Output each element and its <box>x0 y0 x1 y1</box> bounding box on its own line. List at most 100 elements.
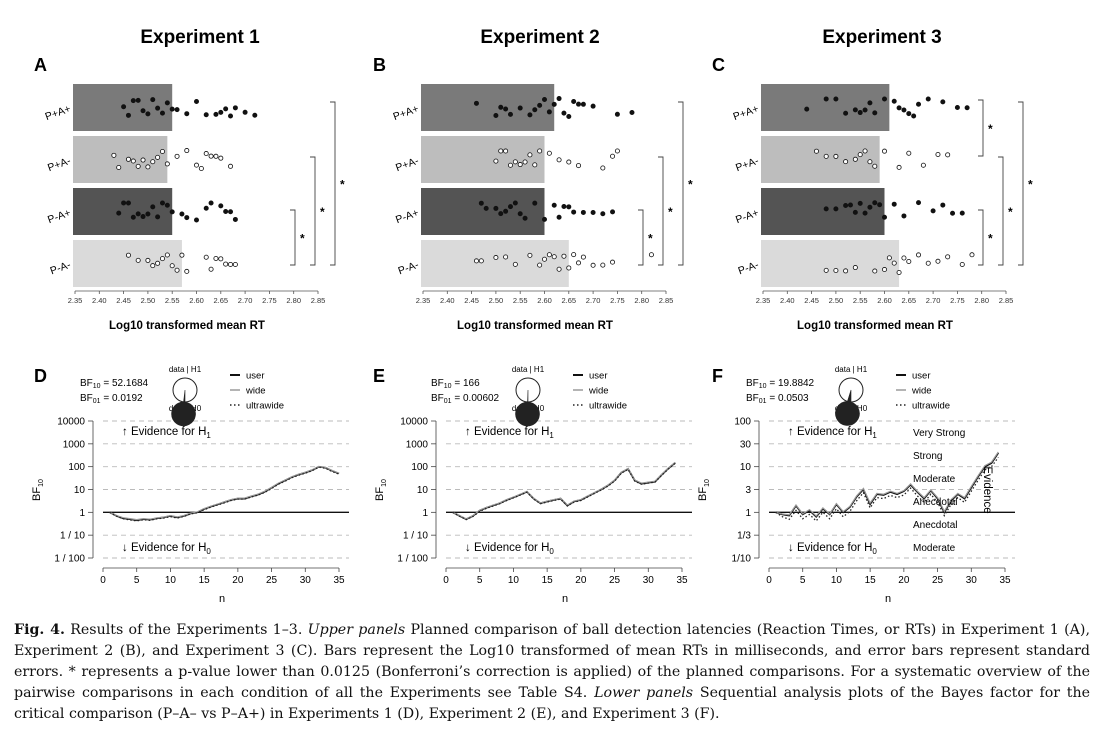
x-tick-label-d: 10 <box>165 575 177 586</box>
x-tick-label-d: 30 <box>300 575 312 586</box>
data-point-a <box>150 204 156 210</box>
x-tick-label-c: 2.85 <box>999 296 1014 305</box>
evidence-category-label-f: Moderate <box>913 474 956 485</box>
x-tick-label-f: 0 <box>766 575 772 586</box>
figure: Experiment 1 Experiment 2 Experiment 3 A… <box>31 27 1033 605</box>
data-point-a <box>208 200 214 206</box>
data-point-b <box>566 204 572 210</box>
data-point-a <box>228 163 234 169</box>
data-point-b <box>566 113 572 119</box>
data-point-a <box>159 200 165 206</box>
data-point-a <box>155 214 161 220</box>
data-point-b <box>580 254 586 260</box>
bar-chart-b: P+A+ P+A- P-A+ P-A- 2.35 2.40 2.45 2.50 2.55 2.60… <box>392 84 693 332</box>
x-tick-label-c: 2.80 <box>974 296 989 305</box>
data-point-a <box>232 261 238 267</box>
data-point-c <box>804 106 810 112</box>
data-point-b <box>551 202 557 208</box>
data-point-b <box>532 162 538 168</box>
data-point-c <box>877 202 883 208</box>
data-point-b <box>493 158 499 164</box>
data-point-a <box>150 97 156 103</box>
bf10-label-e: BF10 = 166 <box>431 378 480 390</box>
data-point-c <box>935 151 941 157</box>
data-point-b <box>556 214 562 220</box>
significance-star-c: * <box>1008 205 1013 219</box>
data-point-c <box>833 153 839 159</box>
data-point-a <box>203 254 209 260</box>
panel-letter-d: D <box>34 366 47 386</box>
series-line-user-e <box>452 461 676 521</box>
data-point-a <box>218 203 224 209</box>
data-point-b <box>512 261 518 267</box>
data-point-c <box>882 148 888 154</box>
caption-sentence-1: Results of the Experiments 1–3. <box>70 622 303 638</box>
series-line-ultrawide-d <box>109 466 340 522</box>
significance-star-a: * <box>300 232 305 246</box>
data-point-a <box>228 113 234 119</box>
x-tick-label-c: 2.60 <box>877 296 892 305</box>
data-point-c <box>954 105 960 111</box>
legend-label-ultrawide-f: ultrawide <box>912 401 950 412</box>
data-point-c <box>862 210 868 216</box>
evidence-h1-label-d: ↑ Evidence for H1 <box>122 426 211 440</box>
data-point-a <box>164 161 170 167</box>
data-point-b <box>629 109 635 115</box>
bar-chart-c: P+A+ P+A- P-A+ P-A- 2.35 2.40 2.45 2.50 2.55 2.60… <box>732 84 1033 332</box>
bar-b-4 <box>421 240 569 287</box>
data-point-c <box>833 268 839 274</box>
y-tick-label-f: 10 <box>740 462 752 473</box>
data-point-c <box>891 98 897 104</box>
bf01-label-f: BF01 = 0.0503 <box>746 393 809 405</box>
data-point-b <box>537 148 543 154</box>
evidence-h0-label-f: ↓ Evidence for H0 <box>788 542 877 556</box>
data-point-b <box>542 256 548 262</box>
data-point-a <box>150 159 156 165</box>
data-point-b <box>556 157 562 163</box>
data-point-c <box>867 159 873 165</box>
experiment-title-2: Experiment 2 <box>480 27 599 48</box>
data-point-b <box>561 253 567 259</box>
x-tick-label-e: 0 <box>443 575 449 586</box>
data-point-a <box>203 205 209 211</box>
data-point-a <box>208 153 214 159</box>
category-label-b-3: P-A+ <box>394 207 420 226</box>
data-point-c <box>959 261 965 267</box>
data-point-c <box>882 214 888 220</box>
bar-b-1 <box>421 84 555 131</box>
data-point-a <box>145 211 151 217</box>
y-tick-label-d: 1 / 100 <box>54 554 85 565</box>
data-point-c <box>852 209 858 215</box>
data-point-a <box>218 256 224 262</box>
x-axis-title-f: n <box>885 593 891 605</box>
data-point-b <box>648 252 654 258</box>
data-point-a <box>223 209 229 215</box>
data-point-a <box>223 261 229 267</box>
data-point-c <box>886 255 892 261</box>
x-tick-label-b: 2.40 <box>440 296 455 305</box>
pie-h1-slice-f <box>835 389 860 426</box>
bar-chart-a: P+A+ P+A- P-A+ P-A- 2.35 2.40 2.45 2.50 2.55 2.60… <box>44 84 345 332</box>
pie-top-label-d: data | H1 <box>169 365 202 374</box>
data-point-a <box>140 157 146 163</box>
data-point-c <box>872 110 878 116</box>
bar-c-4 <box>761 240 900 287</box>
panel-letter-a: A <box>34 55 47 75</box>
data-point-c <box>862 107 868 113</box>
x-tick-label-c: 2.70 <box>926 296 941 305</box>
data-point-a <box>155 260 161 266</box>
significance-star-a: * <box>340 178 345 192</box>
data-point-c <box>925 260 931 266</box>
y-tick-label-e: 100 <box>411 462 428 473</box>
x-tick-label-a: 2.75 <box>262 296 277 305</box>
bar-a-4 <box>73 240 182 287</box>
data-point-c <box>964 105 970 111</box>
data-point-b <box>522 159 528 165</box>
data-point-c <box>823 96 829 102</box>
significance-star-b: * <box>688 178 693 192</box>
data-point-b <box>537 262 543 268</box>
significance-bracket-a <box>330 101 336 266</box>
data-point-b <box>473 258 479 264</box>
x-tick-label-d: 20 <box>232 575 244 586</box>
x-tick-label-e: 25 <box>609 575 621 586</box>
